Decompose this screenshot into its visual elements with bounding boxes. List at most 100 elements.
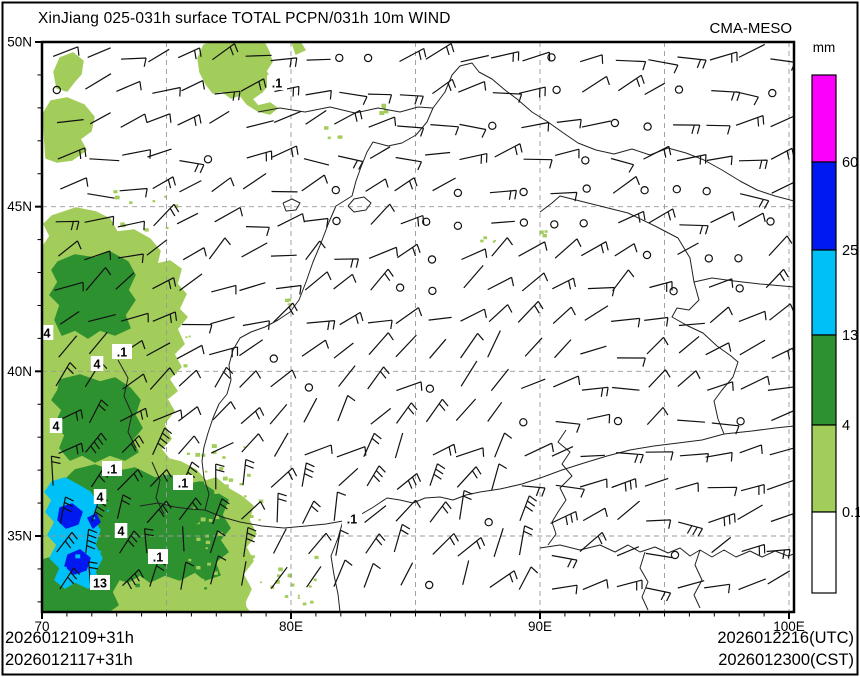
precip-speckle — [80, 487, 84, 491]
contour-label: .1 — [153, 551, 163, 565]
wind-barb — [368, 332, 394, 356]
wind-barb — [648, 369, 671, 388]
precip-speckle — [115, 195, 120, 200]
wind-barb — [675, 482, 699, 492]
precip-speckle — [67, 532, 71, 535]
wind-barb — [459, 123, 487, 138]
precip-speckle — [188, 335, 191, 338]
calm-wind-circle — [768, 88, 777, 98]
wind-barb — [738, 212, 766, 228]
contour-label: 4 — [118, 525, 125, 539]
wind-barb — [334, 258, 359, 268]
calm-wind-circle — [640, 185, 649, 195]
calm-wind-circle — [552, 85, 561, 95]
precip-speckle — [81, 494, 85, 497]
contour-label: 4 — [44, 327, 51, 341]
wind-barb — [425, 398, 449, 423]
calm-wind-circle — [643, 122, 652, 131]
precip-speckle — [223, 484, 229, 489]
wind-barb — [552, 277, 576, 290]
wind-barb — [394, 432, 404, 459]
contour-label: .1 — [178, 477, 188, 491]
wind-barb — [394, 177, 418, 192]
boundary-line — [539, 544, 793, 558]
precip-speckle — [174, 204, 179, 208]
wind-barb — [304, 217, 329, 228]
wind-barb — [364, 505, 387, 523]
precip-speckle — [310, 600, 314, 604]
contour-label: 4 — [53, 420, 60, 434]
wind-barb — [395, 156, 423, 171]
wind-barb — [245, 226, 270, 237]
wind-barb — [178, 435, 200, 455]
precip-speckle — [233, 589, 236, 592]
precip-speckle — [79, 499, 82, 502]
wind-barb — [304, 444, 333, 456]
wind-barb — [115, 272, 135, 290]
calm-wind-circle — [52, 85, 62, 95]
wind-barb — [84, 250, 112, 261]
wind-barb — [643, 145, 672, 160]
precip-speckle — [173, 333, 177, 336]
precip-speckle — [219, 570, 222, 573]
precip-speckle — [153, 547, 156, 550]
wind-barb — [678, 521, 704, 537]
colorbar-tick-label: 60 — [842, 155, 858, 171]
wind-barb — [428, 316, 452, 321]
wind-barb — [365, 178, 389, 192]
wind-barb — [400, 214, 425, 227]
wind-barb — [146, 113, 172, 124]
wind-barb — [209, 346, 239, 358]
wind-barb — [487, 330, 501, 358]
wind-barb — [644, 316, 669, 327]
wind-barb — [492, 92, 523, 103]
wind-barb — [58, 240, 82, 257]
precip-speckle — [287, 303, 291, 306]
precip-speckle — [164, 363, 168, 366]
wind-barb — [460, 308, 487, 322]
calm-wind-circle — [363, 53, 373, 63]
wind-barb — [395, 307, 423, 325]
colorbar-cell — [811, 511, 837, 594]
wind-barb — [56, 531, 78, 553]
wind-barb — [117, 220, 145, 231]
wind-barb — [367, 366, 390, 390]
wind-barb — [740, 484, 765, 495]
wind-barb — [241, 561, 247, 586]
precip-speckle — [228, 575, 231, 577]
wind-barb — [60, 177, 89, 190]
wind-barb — [337, 155, 364, 170]
wind-barb — [121, 569, 144, 590]
colorbar-unit-label: mm — [813, 40, 836, 55]
wind-barb — [461, 248, 488, 261]
wind-barb — [489, 570, 518, 588]
wind-barb — [121, 435, 145, 454]
wind-barb — [579, 531, 607, 553]
wind-barb — [214, 366, 234, 388]
wind-barb — [769, 447, 793, 456]
wind-barb — [615, 59, 647, 71]
precip-speckle — [276, 574, 281, 578]
wind-barb — [242, 458, 255, 486]
wind-barb — [458, 81, 487, 93]
wind-barb — [336, 446, 367, 458]
wind-barb — [770, 115, 793, 128]
wind-barb — [276, 492, 287, 523]
wind-barb — [212, 401, 236, 421]
wind-barb — [212, 43, 239, 61]
precip-speckle — [167, 332, 172, 336]
wind-barb — [301, 339, 330, 357]
precip-speckle — [379, 111, 385, 115]
contour-label: .1 — [107, 463, 117, 477]
wind-barb — [246, 120, 274, 129]
precip-region — [49, 251, 136, 339]
contour-label-box — [90, 356, 104, 371]
wind-barb — [705, 451, 733, 462]
wind-barb — [460, 333, 484, 359]
precip-speckle — [492, 240, 495, 243]
precip-speckle — [204, 470, 208, 473]
wind-barb — [611, 478, 637, 492]
wind-barb — [208, 237, 231, 260]
precip-speckle — [297, 597, 300, 599]
wind-barb — [646, 406, 669, 426]
